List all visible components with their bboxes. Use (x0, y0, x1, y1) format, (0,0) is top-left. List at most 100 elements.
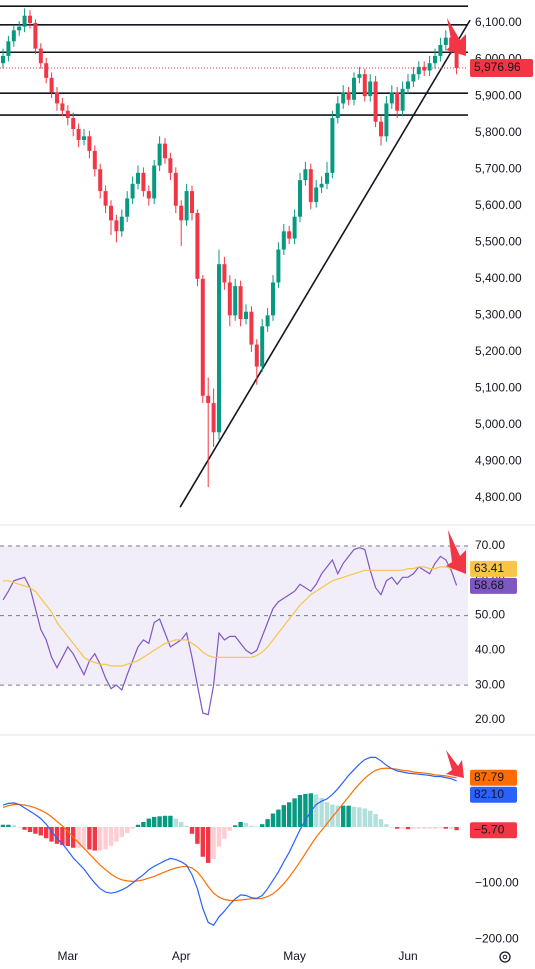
candle-body (308, 169, 313, 203)
histogram-bar (87, 826, 92, 850)
histogram-bar (265, 819, 270, 827)
histogram-bar (281, 805, 286, 827)
histogram-bar (238, 821, 243, 827)
candle-body (44, 63, 49, 78)
histogram-bar (335, 805, 340, 827)
candle-body (38, 48, 43, 64)
histogram-bar (454, 826, 459, 831)
histogram-bar (378, 819, 384, 827)
histogram-bar (125, 826, 130, 834)
macd-last-label-box (470, 786, 517, 803)
x-tick-label: Jun (398, 949, 417, 963)
candle-body (260, 326, 265, 367)
candle-body (265, 315, 270, 327)
histogram-bar (341, 805, 346, 827)
candle-body (109, 205, 113, 221)
candle-body (136, 172, 140, 184)
last-price-box (470, 58, 533, 77)
candle-body (87, 136, 92, 151)
candle-body (71, 118, 76, 129)
histogram-bar (130, 826, 135, 829)
candle-body (114, 220, 119, 232)
candle-body (276, 249, 281, 283)
histogram-bar (17, 826, 22, 828)
candle-body (200, 278, 205, 396)
y-tick-label: 5,000.00 (475, 417, 522, 431)
arrow-annotation (446, 18, 466, 56)
histogram-bar (27, 826, 33, 833)
histogram-bar (427, 826, 432, 829)
candle-body (152, 165, 157, 199)
histogram-bar (38, 826, 43, 836)
histogram-bar (400, 826, 405, 829)
settings-icon[interactable] (499, 951, 511, 963)
y-tick-label: 6,100.00 (475, 15, 522, 29)
rsi-last-label-box (470, 577, 517, 594)
histogram-bar (438, 826, 443, 829)
candle-body (173, 172, 178, 206)
y-tick-label: 30.00 (475, 677, 505, 691)
histogram-bar (249, 825, 254, 827)
candle-body (130, 183, 135, 199)
histogram-bar (373, 814, 378, 827)
histogram-bar (162, 815, 168, 827)
histogram-bar (206, 826, 211, 863)
trend-line (179, 19, 471, 508)
y-tick-label: 5,100.00 (475, 381, 522, 395)
candle-body (184, 191, 189, 221)
histogram-bar (173, 818, 178, 827)
x-tick-label: Apr (172, 949, 191, 963)
histogram-bar (103, 826, 108, 850)
candle-body (319, 183, 324, 188)
histogram-bar (395, 826, 400, 829)
candle-body (76, 128, 81, 140)
candle-body (422, 66, 427, 71)
histogram-bar (384, 824, 389, 827)
y-tick-label: −100.00 (475, 875, 519, 889)
histogram-bar (346, 805, 351, 827)
candle-body (449, 37, 454, 49)
candle-body (454, 48, 459, 68)
candle-body (190, 191, 194, 214)
histogram-bar (297, 795, 303, 827)
histogram-bar (416, 826, 421, 829)
y-tick-label: 70.00 (475, 538, 505, 552)
y-tick-label: 5,200.00 (475, 344, 522, 358)
plot: 4,800.00 4,900.00 5,000.00 5,100.00 5,200.00… (0, 5, 533, 963)
candle-body (406, 81, 410, 89)
candle-body (28, 15, 32, 24)
candle-body (416, 66, 421, 75)
candle-body (325, 172, 329, 184)
histogram-bar (314, 794, 319, 827)
y-tick-label: 5,900.00 (475, 88, 522, 102)
histogram-bar (449, 826, 454, 829)
histogram-bar (254, 826, 259, 827)
candle-body (287, 231, 292, 239)
candle-body (352, 77, 356, 100)
candle-body (82, 136, 86, 140)
histogram-bar (92, 826, 97, 851)
histogram-bar (168, 815, 173, 827)
candle-body (373, 81, 378, 122)
histogram-bar (179, 821, 184, 827)
y-tick-label: 5,300.00 (475, 308, 522, 322)
macd-last-label: 82.10 (474, 787, 504, 801)
y-tick-label: 5,800.00 (475, 125, 522, 139)
y-tick-label: −200.00 (475, 931, 519, 945)
candle-body (233, 286, 238, 316)
macd-last-label-box (470, 769, 517, 786)
histogram-bar (287, 802, 292, 827)
rsi-last-label-box (470, 560, 517, 577)
candle-body (244, 311, 248, 320)
y-tick-label: 40.00 (475, 643, 505, 657)
histogram-bar (141, 821, 146, 827)
histogram-bar (405, 826, 411, 830)
histogram-bar (49, 826, 54, 842)
y-tick-label: 5,600.00 (475, 198, 522, 212)
candle-body (384, 103, 389, 137)
candle-body (163, 143, 167, 159)
candle-body (395, 92, 400, 111)
candle-body (22, 15, 27, 27)
candle-body (125, 198, 130, 217)
candle-body (443, 37, 448, 45)
